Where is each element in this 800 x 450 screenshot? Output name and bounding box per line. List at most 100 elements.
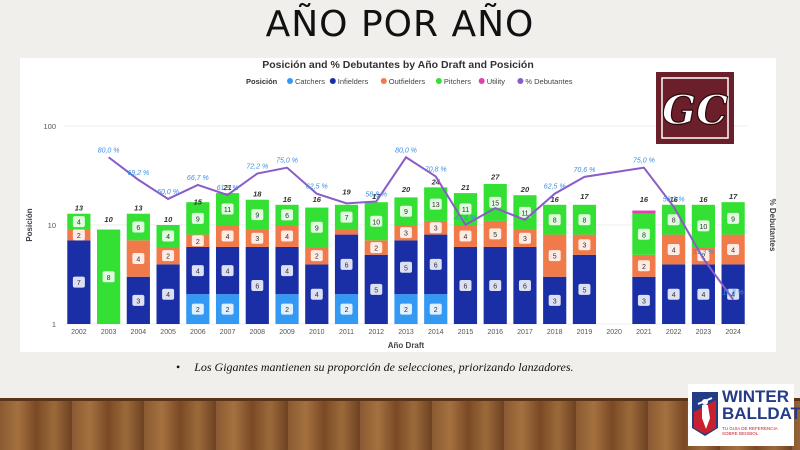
data-label-box — [489, 196, 502, 208]
line-data-label: 62,5 % — [544, 184, 566, 191]
data-label-box — [548, 214, 561, 226]
total-label: 10 — [104, 215, 113, 224]
x-axis-title: Año Draft — [388, 341, 425, 350]
legend-marker — [517, 78, 524, 84]
data-label-box — [251, 279, 264, 291]
team-logo-text: GC — [662, 87, 728, 134]
total-label: 13 — [134, 204, 143, 213]
x-tick-label: 2023 — [696, 329, 712, 336]
x-tick-label: 2006 — [190, 329, 206, 336]
data-label-box — [578, 239, 591, 251]
data-label-box — [548, 294, 561, 306]
total-label: 17 — [729, 192, 738, 201]
slide-title: AÑO POR AÑO — [265, 4, 535, 45]
legend-marker — [287, 78, 293, 84]
data-label: 6 — [285, 213, 289, 220]
data-label: 3 — [404, 231, 408, 238]
data-label-box — [727, 212, 740, 224]
data-label-box — [102, 271, 115, 283]
data-label-box — [191, 212, 204, 224]
x-tick-label: 2018 — [547, 329, 563, 336]
data-label-box — [340, 303, 353, 315]
y-axis-title: Posición — [25, 208, 34, 241]
legend-label: Catchers — [295, 77, 325, 86]
data-label-box — [489, 228, 502, 240]
data-label: 3 — [553, 298, 557, 305]
debutantes-line — [108, 155, 734, 300]
data-label: 6 — [523, 283, 527, 290]
data-label: 6 — [345, 262, 349, 269]
data-label-box — [400, 205, 412, 217]
data-label: 4 — [285, 234, 289, 241]
x-tick-label: 2009 — [279, 329, 295, 336]
line-data-label: 69,2 % — [127, 170, 149, 177]
x-tick-label: 2019 — [577, 329, 593, 336]
line-data-label: 11,8 % — [722, 289, 743, 296]
data-label-box — [459, 279, 472, 291]
data-label: 10 — [372, 219, 380, 226]
data-label: 6 — [136, 225, 140, 232]
data-label-box — [727, 243, 740, 255]
data-label: 9 — [196, 216, 200, 223]
x-tick-label: 2010 — [309, 329, 325, 336]
data-label-box — [310, 288, 323, 300]
data-label-box — [429, 258, 442, 270]
data-label-box — [162, 288, 175, 300]
data-label: 4 — [166, 234, 170, 241]
x-tick-label: 2002 — [71, 329, 87, 336]
legend-marker — [435, 78, 442, 84]
chart-title: Posición and % Debutantes by Año Draft a… — [262, 59, 533, 71]
brand-line-2: BALLDATA — [722, 404, 800, 423]
data-label-box — [459, 230, 472, 242]
data-label: 10 — [699, 224, 707, 231]
data-label-box — [310, 221, 323, 233]
data-label: 2 — [166, 254, 170, 261]
team-logo-mark: GC — [661, 77, 729, 139]
line-data-label: 56,3 % — [663, 197, 685, 204]
total-label: 16 — [313, 195, 322, 204]
data-label: 4 — [166, 292, 170, 299]
data-label: 6 — [464, 283, 468, 290]
x-tick-label: 2021 — [636, 329, 652, 336]
data-label-box — [132, 221, 145, 233]
data-label: 4 — [315, 292, 319, 299]
data-label: 2 — [285, 307, 289, 314]
total-label: 19 — [342, 187, 351, 196]
data-label-box — [340, 211, 353, 223]
legend-label: Outfielders — [389, 77, 426, 86]
data-label: 4 — [77, 220, 81, 227]
data-label-box — [548, 250, 561, 262]
y2-axis-title: % Debutantes — [768, 199, 776, 252]
footnote: • Los Gigantes mantienen su proporción de… — [176, 360, 574, 375]
data-label-box — [132, 253, 145, 265]
data-label-box — [370, 215, 383, 227]
data-label-box — [667, 243, 680, 255]
x-tick-label: 2013 — [398, 329, 414, 336]
data-label: 5 — [493, 232, 497, 239]
data-label: 2 — [196, 307, 200, 314]
data-label-box — [132, 294, 145, 306]
data-label-box — [251, 232, 264, 244]
data-label: 3 — [642, 298, 646, 305]
data-label: 4 — [196, 269, 200, 276]
data-label-box — [637, 228, 650, 240]
total-label: 18 — [253, 190, 262, 199]
data-label-box — [191, 235, 204, 247]
batter-icon — [692, 392, 718, 436]
total-label: 15 — [194, 198, 203, 207]
total-label: 21 — [460, 183, 469, 192]
data-label: 9 — [315, 225, 319, 232]
data-label-box — [400, 227, 412, 239]
legend-label: Infielders — [338, 77, 369, 86]
data-label: 9 — [255, 213, 259, 220]
data-label-box — [72, 276, 85, 288]
data-label-box — [518, 232, 531, 244]
line-data-label: 80,0 % — [395, 147, 417, 154]
data-label-box — [221, 265, 234, 277]
total-label: 20 — [520, 185, 530, 194]
data-label: 4 — [731, 292, 735, 299]
line-data-label: 70,6 % — [574, 167, 596, 174]
x-tick-label: 2008 — [250, 329, 266, 336]
data-label-box — [281, 230, 294, 242]
data-label-box — [429, 222, 442, 234]
